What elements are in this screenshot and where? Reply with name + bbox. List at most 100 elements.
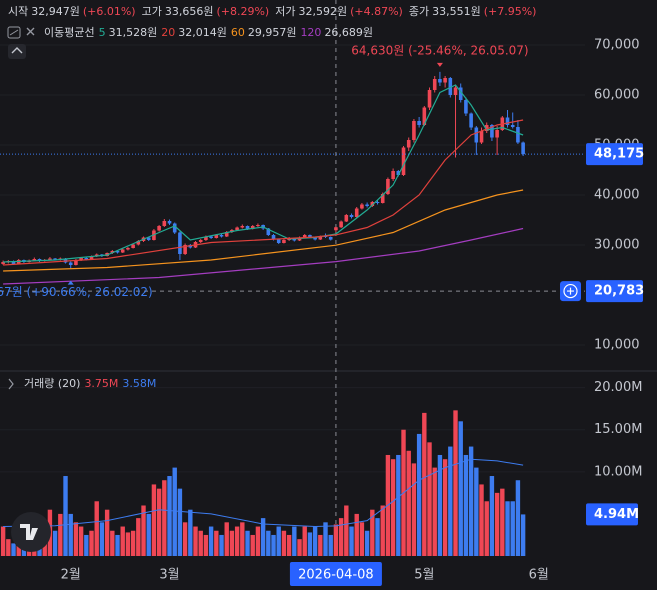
candle-body <box>219 235 224 237</box>
candle-body <box>183 245 187 254</box>
ohlc-value: 32,592원 <box>298 5 347 18</box>
volume-bar <box>468 446 474 556</box>
visibility-icon[interactable] <box>7 26 21 39</box>
volume-bar <box>141 505 146 556</box>
candle-body <box>271 235 276 240</box>
ma-name: 20 <box>161 26 175 39</box>
candle-body <box>401 147 406 175</box>
volume-bar <box>479 484 484 556</box>
candle-body <box>167 221 172 224</box>
ma-legend-title: 이동평균선 <box>44 26 95 39</box>
x-tick-label: 5월 <box>414 568 434 583</box>
volume-bar <box>390 459 396 556</box>
volume-bar <box>448 446 453 556</box>
candle-body <box>48 258 52 260</box>
volume-bar <box>297 539 302 556</box>
volume-legend-value: 3.75M <box>84 377 118 390</box>
volume-bar <box>437 454 443 556</box>
indicator-icons <box>7 26 35 390</box>
volume-bar <box>193 526 198 556</box>
volume-bar <box>203 534 209 556</box>
candle-body <box>297 237 302 241</box>
candle-body <box>157 226 161 231</box>
volume-bar <box>442 459 448 556</box>
y-tick-label: 40,000 <box>594 188 640 203</box>
volume-bar <box>245 530 250 556</box>
candle-body <box>214 235 219 238</box>
close-icon[interactable] <box>26 27 35 36</box>
candle-body <box>120 249 125 253</box>
volume-bar <box>224 522 229 556</box>
candle-body <box>495 130 499 138</box>
candle-body <box>354 208 359 217</box>
candle-body <box>115 251 120 253</box>
volume-bar <box>156 488 162 556</box>
candle-body <box>136 241 141 245</box>
volume-bar <box>494 492 500 556</box>
volume-bar <box>375 518 380 556</box>
candle-body <box>204 236 208 240</box>
ma-name: 60 <box>231 26 245 39</box>
visibility-icon-stroke <box>9 29 19 36</box>
last-volume-label: 4.94M <box>594 507 639 522</box>
candle-body <box>422 107 427 125</box>
ohlc-value: 33,656원 <box>165 5 214 18</box>
candle-body <box>479 131 484 143</box>
annotation-marker <box>436 62 443 67</box>
ohlc-label: 고가 <box>142 5 162 18</box>
candle-body <box>209 236 213 238</box>
candle-body <box>250 226 255 229</box>
volume-bar <box>120 526 125 556</box>
volume-bar <box>271 534 276 556</box>
volume-bar <box>411 463 417 556</box>
add-alert-circle <box>563 283 578 299</box>
volume-bar <box>110 530 115 556</box>
volume-bar <box>344 505 349 556</box>
ma-legend: 이동평균선 5 31,528원 20 32,014원 60 29,957원 120 26,689… <box>44 26 373 39</box>
volume-bar <box>198 530 203 556</box>
candle-body <box>178 232 182 254</box>
volume-bar <box>6 539 11 556</box>
volume-bar <box>172 467 177 556</box>
candle-body <box>1 262 5 264</box>
volume-bar <box>11 543 16 556</box>
candle-body <box>443 78 447 83</box>
add-alert-button[interactable] <box>560 281 581 302</box>
candle-body <box>380 194 385 203</box>
volume-bar <box>125 532 131 556</box>
grid <box>0 0 585 556</box>
volume-bar <box>500 488 505 556</box>
volume-tick-label: 20.00M <box>594 380 642 395</box>
candle-body <box>198 240 203 242</box>
candle-body <box>412 121 416 140</box>
annotation-marker <box>67 280 74 285</box>
moving-average-line <box>3 119 524 266</box>
candle-body <box>266 228 271 235</box>
candle-body <box>349 215 354 217</box>
volume-bar <box>520 514 526 556</box>
collapse-button[interactable] <box>8 44 26 59</box>
volume-bar <box>349 526 354 556</box>
volume-bar <box>416 433 422 556</box>
y-tick-label: 70,000 <box>594 38 640 53</box>
last-volume-box <box>586 503 638 526</box>
ma-name: 5 <box>99 26 106 39</box>
volume-bar <box>162 480 167 556</box>
ma-value: 29,957원 <box>248 26 297 39</box>
candle-body <box>516 127 520 143</box>
logo <box>11 512 51 552</box>
volume-collapse-icon[interactable] <box>8 378 14 390</box>
candle-body <box>432 79 437 90</box>
volume-bar <box>286 534 292 556</box>
y-tick-label: 30,000 <box>594 238 640 253</box>
volume-bar <box>323 522 328 556</box>
volume-bar <box>130 530 136 556</box>
candle-body <box>365 204 369 206</box>
candle-body <box>256 225 260 226</box>
ohlc-label: 종가 <box>409 5 429 18</box>
volume-bar <box>484 501 489 556</box>
candle-body <box>11 261 16 264</box>
candle-body <box>427 90 432 108</box>
candle-body <box>344 215 349 222</box>
volume-bar <box>292 526 297 556</box>
